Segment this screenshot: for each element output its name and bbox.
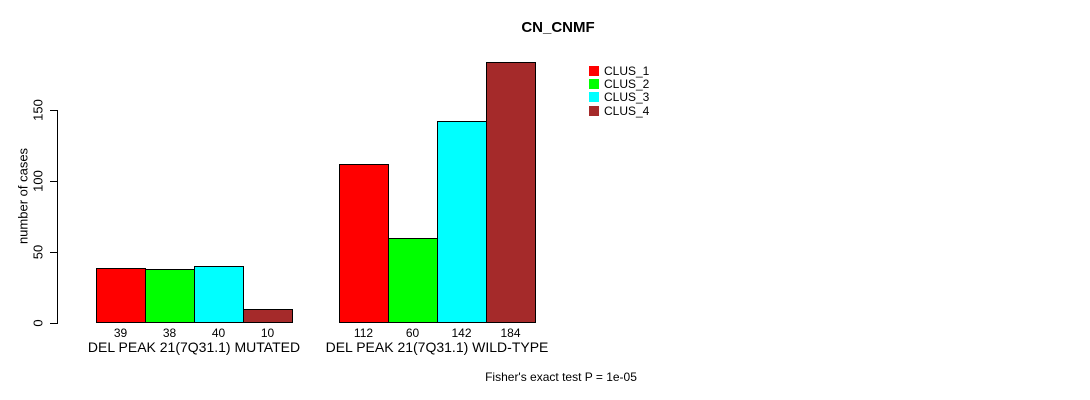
bar-clus_2-mutated: [145, 269, 195, 323]
legend-label-clus_3: CLUS_3: [604, 90, 650, 105]
bar-clus_1-wild-type: [339, 164, 389, 323]
y-tick-mark: [50, 323, 57, 324]
bar-clus_3-mutated: [194, 266, 244, 323]
bar-clus_1-mutated: [96, 268, 146, 323]
bar-value-label: 39: [113, 326, 128, 340]
bar-value-label: 142: [451, 326, 472, 340]
y-tick-label-text: 150: [30, 99, 46, 121]
bar-clus_4-wild-type: [486, 62, 536, 323]
legend-label-clus_4: CLUS_4: [604, 103, 650, 118]
y-tick-label-text: 0: [30, 319, 46, 327]
bar-clus_4-mutated: [243, 309, 293, 323]
bar-value-label: 184: [500, 326, 521, 340]
y-tick-mark: [50, 181, 57, 182]
category-label-mutated: DEL PEAK 21(7Q31.1) MUTATED: [87, 339, 301, 355]
chart-title: CN_CNMF: [521, 19, 595, 36]
y-axis-title-text: number of cases: [15, 147, 31, 245]
bar-value-label: 112: [353, 326, 374, 340]
bar-value-label: 60: [405, 326, 420, 340]
legend-swatch-clus_4: [589, 105, 599, 116]
y-axis-line: [57, 110, 58, 324]
bar-value-label: 40: [211, 326, 226, 340]
legend-label-clus_2: CLUS_2: [604, 76, 650, 91]
bar-clus_3-wild-type: [437, 121, 487, 323]
y-tick-mark: [50, 252, 57, 253]
y-tick-mark: [50, 110, 57, 111]
category-label-wild-type: DEL PEAK 21(7Q31.1) WILD-TYPE: [325, 339, 549, 355]
y-tick-label-text: 100: [30, 170, 46, 192]
y-tick-label-text: 50: [30, 244, 46, 260]
bar-value-label: 10: [260, 326, 275, 340]
legend-swatch-clus_1: [589, 65, 599, 76]
bar-value-label: 38: [162, 326, 177, 340]
legend-swatch-clus_3: [589, 92, 599, 103]
legend-label-clus_1: CLUS_1: [604, 63, 650, 78]
stat-annotation: Fisher's exact test P = 1e-05: [485, 370, 637, 384]
bar-clus_2-wild-type: [388, 238, 438, 323]
legend-swatch-clus_2: [589, 78, 599, 89]
